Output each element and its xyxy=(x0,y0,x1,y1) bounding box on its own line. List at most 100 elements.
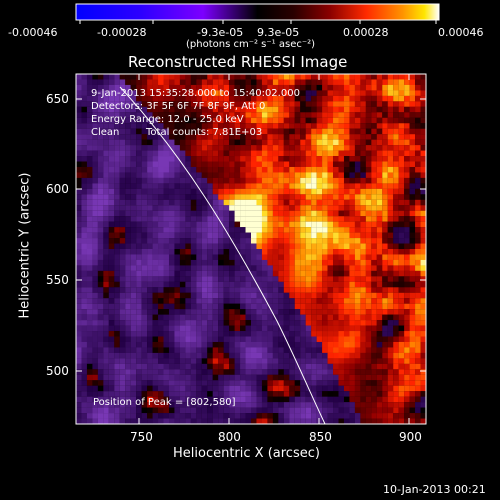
heatmap-cell xyxy=(141,232,148,239)
heatmap-cell xyxy=(201,380,208,386)
heatmap-cell xyxy=(76,243,82,250)
heatmap-cell xyxy=(179,101,186,107)
heatmap-cell xyxy=(409,341,416,348)
heatmap-cell xyxy=(251,161,257,168)
heatmap-cell xyxy=(300,402,306,408)
heatmap-cell xyxy=(234,325,241,332)
heatmap-cell xyxy=(207,221,213,228)
heatmap-cell xyxy=(201,347,208,353)
heatmap-cell xyxy=(349,363,355,370)
heatmap-cell xyxy=(218,341,224,348)
heatmap-cell xyxy=(223,303,230,310)
heatmap-cell xyxy=(125,227,131,233)
heatmap-cell xyxy=(316,183,323,189)
heatmap-cell xyxy=(207,352,213,359)
heatmap-cell xyxy=(360,123,366,129)
heatmap-cell xyxy=(185,166,191,173)
heatmap-cell xyxy=(251,221,257,228)
heatmap-cell xyxy=(278,188,284,195)
heatmap-cell xyxy=(158,374,164,381)
heatmap-cell xyxy=(300,199,306,206)
heatmap-cell xyxy=(382,177,388,184)
heatmap-cell xyxy=(114,391,120,397)
heatmap-cell xyxy=(108,199,115,206)
heatmap-cell xyxy=(223,325,230,332)
heatmap-cell xyxy=(316,156,323,162)
heatmap-cell xyxy=(382,281,388,288)
heatmap-cell xyxy=(409,221,416,228)
heatmap-cell xyxy=(141,221,148,228)
heatmap-cell xyxy=(212,221,219,228)
heatmap-cell xyxy=(86,259,93,266)
heatmap-cell xyxy=(333,402,339,408)
heatmap-cell xyxy=(283,227,290,233)
heatmap-cell xyxy=(338,413,345,419)
heatmap-cell xyxy=(289,391,295,397)
heatmap-cell xyxy=(382,128,388,135)
heatmap-cell xyxy=(119,156,126,162)
heatmap-cell xyxy=(278,150,284,157)
heatmap-cell xyxy=(108,298,115,304)
heatmap-cell xyxy=(360,134,366,140)
heatmap-cell xyxy=(294,232,301,239)
heatmap-cell xyxy=(420,183,427,189)
heatmap-cell xyxy=(294,347,301,353)
heatmap-cell xyxy=(294,391,301,397)
heatmap-cell xyxy=(343,150,350,157)
heatmap-cell xyxy=(201,325,208,332)
heatmap-cell xyxy=(382,172,388,178)
heatmap-cell xyxy=(365,134,372,140)
heatmap-cell xyxy=(343,369,350,375)
heatmap-cell xyxy=(354,210,361,217)
heatmap-cell xyxy=(261,79,268,85)
heatmap-cell xyxy=(141,309,148,315)
heatmap-cell xyxy=(185,134,191,140)
heatmap-cell xyxy=(289,117,295,124)
heatmap-cell xyxy=(278,249,284,255)
heatmap-cell xyxy=(108,134,115,140)
heatmap-cell xyxy=(92,210,98,217)
heatmap-cell xyxy=(338,270,345,277)
heatmap-cell xyxy=(333,292,339,299)
heatmap-cell xyxy=(327,145,334,151)
heatmap-cell xyxy=(240,254,246,260)
heatmap-cell xyxy=(316,369,323,375)
heatmap-cell xyxy=(207,336,213,343)
heatmap-cell xyxy=(283,161,290,168)
heatmap-cell xyxy=(114,221,120,228)
heatmap-cell xyxy=(97,287,104,293)
heatmap-cell xyxy=(398,336,405,343)
heatmap-cell xyxy=(256,128,262,135)
heatmap-cell xyxy=(278,79,284,85)
heatmap-cell xyxy=(360,325,366,332)
heatmap-cell xyxy=(147,112,153,118)
heatmap-cell xyxy=(398,265,405,271)
heatmap-cell xyxy=(103,177,109,184)
heatmap-cell xyxy=(136,413,142,419)
heatmap-cell xyxy=(81,380,87,386)
heatmap-cell xyxy=(251,249,257,255)
heatmap-cell xyxy=(168,402,175,408)
heatmap-cell xyxy=(393,374,399,381)
heatmap-cell xyxy=(283,276,290,282)
heatmap-cell xyxy=(409,145,416,151)
heatmap-cell xyxy=(404,309,410,315)
heatmap-cell xyxy=(81,128,87,135)
heatmap-cell xyxy=(349,358,355,364)
heatmap-cell xyxy=(119,391,126,397)
heatmap-cell xyxy=(130,101,137,107)
heatmap-cell xyxy=(147,331,153,337)
heatmap-cell xyxy=(190,117,197,124)
heatmap-cell xyxy=(218,314,224,321)
heatmap-cell xyxy=(201,216,208,222)
heatmap-cell xyxy=(152,161,159,168)
heatmap-cell xyxy=(179,249,186,255)
heatmap-cell xyxy=(272,259,279,266)
heatmap-cell xyxy=(387,117,394,124)
heatmap-cell xyxy=(76,265,82,271)
heatmap-cell xyxy=(136,194,142,200)
heatmap-cell xyxy=(393,161,399,168)
heatmap-cell xyxy=(141,341,148,348)
heatmap-cell xyxy=(92,128,98,135)
heatmap-cell xyxy=(278,391,284,397)
